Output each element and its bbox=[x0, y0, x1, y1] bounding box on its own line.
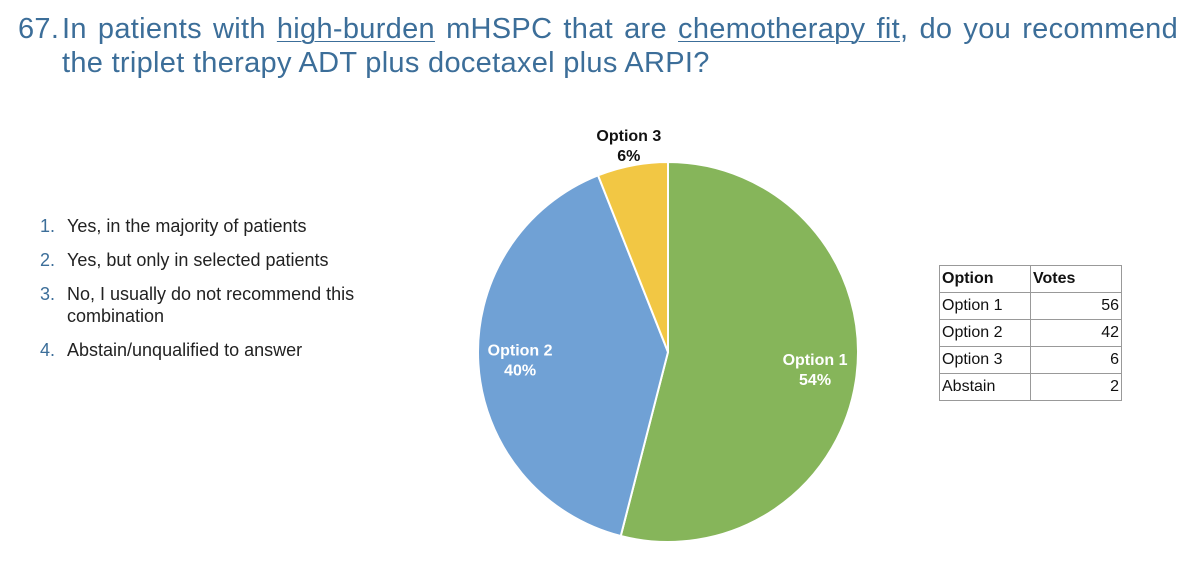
option-item: 2. Yes, but only in selected patients bbox=[40, 249, 420, 271]
table-header: Votes bbox=[1030, 265, 1122, 293]
slice-label: Option 2 bbox=[488, 343, 553, 360]
option-item: 1. Yes, in the majority of patients bbox=[40, 215, 420, 237]
question-number: 67. bbox=[18, 13, 60, 45]
table-row: Abstain 2 bbox=[939, 373, 1122, 401]
option-number: 2. bbox=[40, 250, 56, 270]
question-text: In patients with high-burden mHSPC that … bbox=[18, 12, 1178, 80]
table-cell: Option 1 bbox=[939, 292, 1031, 320]
option-number: 1. bbox=[40, 216, 56, 236]
slice-value: 40% bbox=[504, 363, 536, 380]
table-header: Option bbox=[939, 265, 1031, 293]
option-text: Yes, in the majority of patients bbox=[67, 216, 307, 236]
option-item: 3. No, I usually do not recommend this co… bbox=[40, 283, 420, 327]
option-number: 4. bbox=[40, 340, 56, 360]
text: , do you recommend the triplet therapy A… bbox=[62, 13, 1179, 79]
option-text: No, I usually do not recommend this comb… bbox=[67, 284, 355, 326]
option-text: Abstain/unqualified to answer bbox=[67, 340, 303, 360]
table-cell: 42 bbox=[1030, 319, 1122, 347]
slice-label: Option 1 bbox=[783, 352, 848, 369]
table-row: Option 1 56 bbox=[939, 292, 1122, 320]
pie-slice bbox=[619, 160, 859, 543]
slice-label: Option 3 bbox=[596, 128, 661, 145]
underlined-text: high-burden bbox=[276, 13, 435, 45]
slice-value: 6% bbox=[617, 148, 640, 165]
slice-value: 54% bbox=[799, 372, 831, 389]
option-text: Yes, but only in selected patients bbox=[67, 250, 329, 270]
table-cell: 56 bbox=[1030, 292, 1122, 320]
question-title: 67. In patients with high-burden mHSPC t… bbox=[18, 12, 1178, 80]
table-cell: Option 2 bbox=[939, 319, 1031, 347]
table-cell: 2 bbox=[1030, 373, 1122, 401]
table-cell: 6 bbox=[1030, 346, 1122, 374]
text: In patients with bbox=[62, 13, 277, 45]
option-number: 3. bbox=[40, 284, 56, 304]
pie-slice bbox=[477, 174, 670, 538]
option-item: 4. Abstain/unqualified to answer bbox=[40, 339, 420, 361]
underlined-text: chemotherapy fit bbox=[678, 13, 900, 45]
option-list: 1. Yes, in the majority of patients 2. Yes,… bbox=[40, 215, 420, 373]
text: mHSPC that are bbox=[434, 13, 679, 45]
table-cell: Option 3 bbox=[939, 346, 1031, 374]
table-row: Option 2 42 bbox=[939, 319, 1122, 347]
table-cell: Abstain bbox=[939, 373, 1031, 401]
pie-slice bbox=[596, 160, 669, 353]
